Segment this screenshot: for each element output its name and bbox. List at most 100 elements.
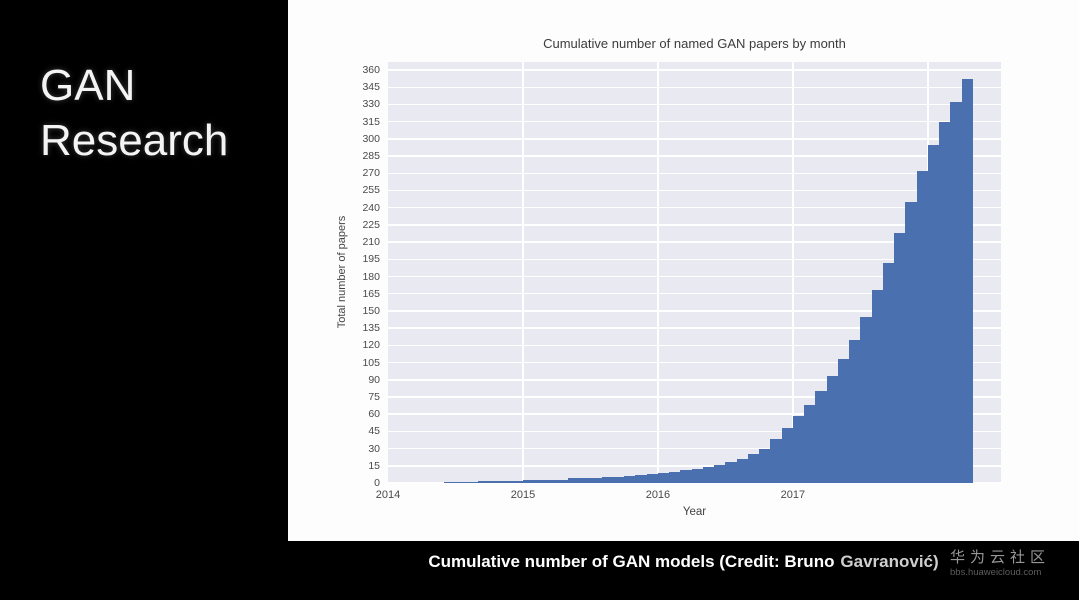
x-tick-label: 2016 [645, 489, 671, 501]
watermark: 华为云社区 bbs.huaweicloud.com [950, 549, 1050, 578]
bar-2017-12 [916, 170, 929, 483]
bar-2017-07 [860, 316, 873, 483]
chart-title: Cumulative number of named GAN papers by… [543, 36, 846, 51]
slide-title-line2: Research [40, 116, 229, 165]
gridline-h [388, 258, 1001, 261]
y-tick-label: 135 [362, 322, 380, 335]
gridline-h [388, 69, 1001, 71]
bar-2017-06 [849, 339, 861, 483]
bar-2016-03 [680, 470, 693, 483]
gridline-h [388, 120, 1001, 123]
y-tick-label: 45 [368, 425, 380, 438]
y-tick-label: 225 [362, 218, 380, 231]
watermark-url: bbs.huaweicloud.com [950, 567, 1042, 578]
bar-2017-01 [792, 416, 805, 483]
gridline-h [388, 138, 1001, 140]
x-tick-label: 2017 [780, 489, 806, 501]
gridline-h [388, 103, 1001, 106]
gridline-h [388, 292, 1001, 295]
gridline-h [388, 327, 1001, 329]
gridline-h [388, 396, 1001, 398]
caption-credit: Gavranović) [840, 552, 939, 571]
bar-2017-11 [905, 201, 918, 483]
x-axis-label: Year [682, 506, 707, 518]
bar-2016-11 [770, 439, 783, 483]
gridline-h [388, 310, 1001, 312]
gridline-h [388, 482, 1001, 484]
y-tick-label: 30 [368, 442, 380, 455]
bar-2014-07 [455, 481, 468, 483]
y-tick-label: 120 [362, 339, 380, 352]
bar-2015-12 [646, 473, 659, 483]
caption-main: Cumulative number of GAN models (Credit:… [428, 552, 835, 571]
y-tick-label: 150 [362, 304, 380, 317]
bar-2018-03 [950, 102, 963, 483]
gridline-h [388, 189, 1001, 192]
gridline-v [792, 62, 794, 483]
gridline-h [388, 379, 1001, 381]
bar-2016-02 [669, 471, 682, 483]
gridline-h [388, 86, 1001, 88]
y-tick-label: 165 [362, 287, 380, 300]
bar-2015-01 [522, 479, 535, 483]
caption: Cumulative number of GAN models (Credit:… [288, 552, 1079, 572]
bar-2016-04 [691, 469, 704, 483]
bar-2018-01 [927, 144, 940, 483]
bar-2014-08 [466, 481, 479, 483]
y-tick-label: 210 [362, 236, 380, 249]
bar-2015-03 [545, 479, 558, 483]
y-tick-label: 75 [368, 390, 380, 403]
y-tick-label: 60 [368, 408, 380, 421]
y-tick-label: 15 [368, 459, 380, 472]
bar-2014-09 [477, 480, 490, 483]
x-tick-label: 2014 [375, 489, 401, 501]
gridline-h [388, 465, 1001, 467]
bar-2014-11 [500, 480, 513, 483]
bar-2015-11 [635, 474, 648, 483]
bar-2015-05 [567, 478, 580, 483]
y-tick-label: 285 [362, 150, 380, 163]
y-tick-label: 300 [362, 132, 380, 145]
bar-2016-08 [736, 458, 749, 483]
bar-2015-07 [590, 478, 603, 483]
bar-2016-10 [759, 448, 772, 483]
y-tick-label: 240 [362, 201, 380, 214]
bar-2014-06 [444, 481, 457, 483]
bar-2018-02 [939, 121, 951, 483]
y-tick-label: 195 [362, 253, 380, 266]
bar-2018-04 [961, 79, 974, 483]
y-tick-label: 330 [362, 98, 380, 111]
bar-2017-04 [826, 376, 839, 483]
gridline-h [388, 413, 1001, 415]
bar-2017-02 [804, 405, 816, 483]
gridline-v [522, 62, 524, 483]
y-tick-label: 270 [362, 167, 380, 180]
bar-2015-02 [534, 479, 547, 483]
bar-2017-08 [871, 290, 884, 483]
bottom-bar [0, 541, 1079, 600]
y-tick-label: 315 [362, 115, 380, 128]
bar-2014-12 [511, 480, 524, 483]
bar-2017-03 [815, 391, 828, 483]
watermark-brand: 华为云社区 [950, 549, 1051, 566]
bar-2015-10 [624, 476, 637, 483]
bar-2016-05 [702, 466, 715, 483]
bar-2016-06 [714, 464, 727, 483]
y-tick-label: 0 [374, 477, 380, 489]
slide-title-line1: GAN [40, 61, 136, 110]
gridline-h [388, 275, 1001, 278]
bar-2015-04 [556, 479, 569, 483]
gridline-h [388, 172, 1001, 175]
gridline-v [657, 62, 659, 483]
y-tick-label: 105 [362, 356, 380, 369]
slide-title: GAN Research [40, 58, 228, 168]
y-axis-ticks: 0 15 30 45 60 75 90 105 120 135 150 165 180 195 210 225… [288, 62, 380, 489]
bar-2015-06 [579, 478, 592, 483]
bar-2017-05 [837, 359, 850, 483]
bar-2016-09 [747, 454, 760, 483]
gridline-h [388, 155, 1001, 157]
gridline-h [388, 430, 1001, 433]
x-tick-label: 2015 [510, 489, 536, 501]
gridline-h [388, 241, 1001, 243]
